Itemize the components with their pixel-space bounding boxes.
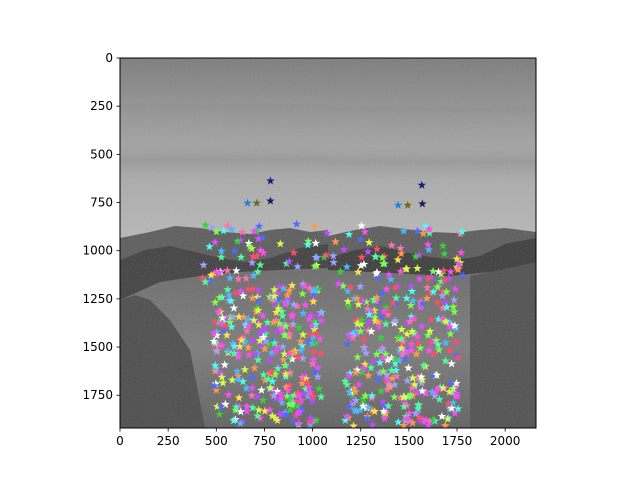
x-tick-label: 500 [205,434,228,448]
y-tick-label: 1250 [82,292,113,306]
y-tick-label: 750 [90,196,113,210]
plot-area [119,57,537,429]
x-tick-label: 750 [253,434,276,448]
x-axis: 0 250 500 750 1000 1250 1500 1750 2000 [116,428,520,448]
x-tick-label: 2000 [490,434,521,448]
x-tick-label: 1750 [442,434,473,448]
photo-background [120,58,536,428]
y-tick-label: 1750 [82,388,113,402]
y-tick-label: 0 [105,51,113,65]
x-tick-label: 0 [116,434,124,448]
x-tick-label: 250 [157,434,180,448]
x-tick-label: 1250 [345,434,376,448]
x-tick-label: 1500 [394,434,425,448]
y-axis: 0 250 500 750 1000 1250 1500 1750 [82,51,120,402]
y-tick-label: 250 [90,99,113,113]
y-tick-label: 500 [90,147,113,161]
x-tick-label: 1000 [297,434,328,448]
y-tick-label: 1000 [82,244,113,258]
y-tick-label: 1500 [82,340,113,354]
